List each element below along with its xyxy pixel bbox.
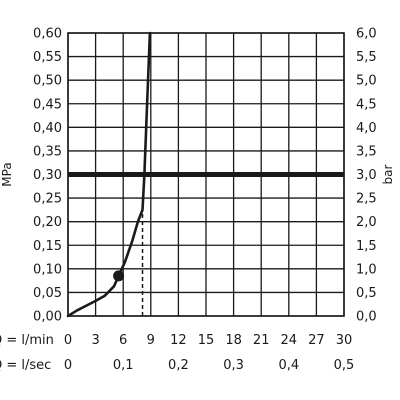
x-tick-label-row-1: 18 [225,333,242,348]
x-tick-label-row-1: 6 [119,333,127,348]
y-tick-label-right: 1,5 [356,239,377,254]
y-tick-label-left: 0,20 [33,215,62,230]
y-tick-label-right: 5,5 [356,50,377,65]
x-axis-label-row-1: Q = l/min [0,333,54,348]
x-tick-label-row-1: 30 [336,333,353,348]
y-tick-label-left: 0,30 [33,168,62,183]
y-tick-label-left: 0,05 [33,286,62,301]
y-axis-label-left: MPa [0,162,14,186]
y-tick-label-right: 0,5 [356,286,377,301]
y-tick-label-left: 0,00 [33,310,62,325]
x-tick-label-row-1: 12 [170,333,187,348]
operating-point-marker [113,270,125,282]
y-axis-label-right: bar [381,164,395,184]
y-tick-label-right: 4,5 [356,97,377,112]
y-tick-label-right: 1,0 [356,262,377,277]
x-tick-label-row-2: 0,4 [278,358,299,373]
x-tick-label-row-2: 0,3 [223,358,244,373]
y-tick-label-right: 4,0 [356,121,377,136]
y-tick-label-right: 2,0 [356,215,377,230]
y-tick-label-left: 0,50 [33,74,62,89]
x-tick-label-row-1: 27 [308,333,325,348]
x-tick-label-row-1: 21 [253,333,270,348]
x-tick-label-row-1: 3 [91,333,99,348]
y-tick-label-left: 0,15 [33,239,62,254]
y-tick-label-right: 3,0 [356,168,377,183]
x-tick-label-row-2: 0 [64,358,72,373]
y-tick-label-right: 0,0 [356,310,377,325]
x-tick-label-row-2: 0,1 [113,358,134,373]
y-tick-label-left: 0,25 [33,192,62,207]
y-tick-label-right: 5,0 [356,74,377,89]
y-tick-label-right: 2,5 [356,192,377,207]
y-tick-label-right: 3,5 [356,144,377,159]
x-tick-label-row-2: 0,5 [334,358,355,373]
x-tick-label-row-1: 0 [64,333,72,348]
y-tick-label-left: 0,55 [33,50,62,65]
y-tick-label-left: 0,45 [33,97,62,112]
y-tick-label-left: 0,35 [33,144,62,159]
y-tick-label-left: 0,10 [33,262,62,277]
x-tick-label-row-1: 9 [147,333,155,348]
x-tick-label-row-1: 24 [281,333,298,348]
y-tick-label-left: 0,60 [33,27,62,42]
x-tick-label-row-2: 0,2 [168,358,189,373]
x-tick-label-row-1: 15 [198,333,215,348]
y-tick-label-right: 6,0 [356,27,377,42]
y-tick-label-left: 0,40 [33,121,62,136]
series-line [66,31,152,318]
x-axis-label-row-2: Q = l/sec [0,358,51,373]
